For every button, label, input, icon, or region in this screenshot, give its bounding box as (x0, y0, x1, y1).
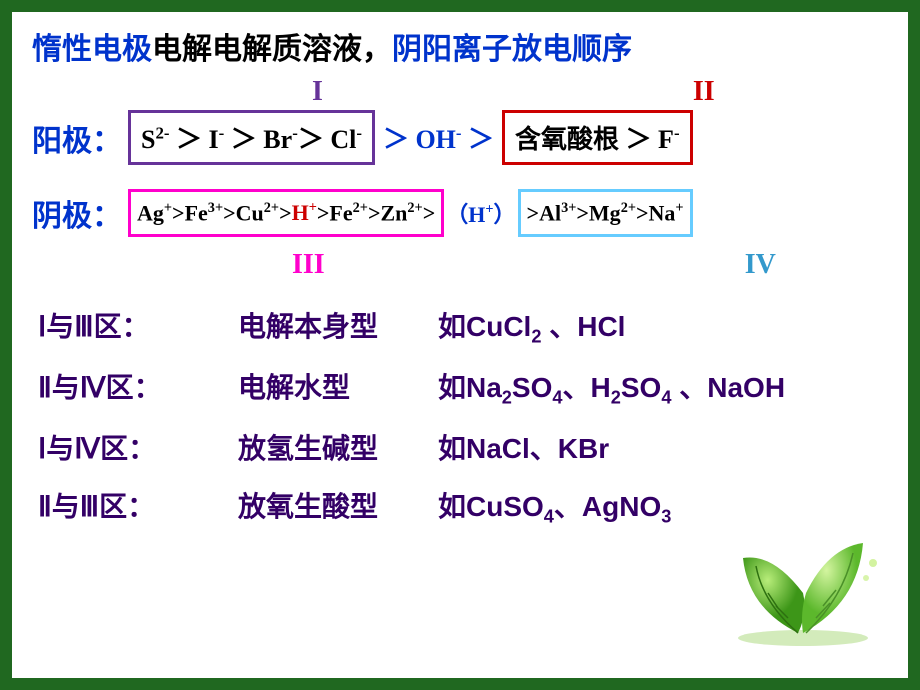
title-part3: 阴阳离子放电顺序 (392, 33, 632, 66)
cathode-box-IV: >Al3+>Mg2+>Na+ (518, 189, 693, 237)
roman-IV: IV (745, 249, 776, 281)
anode-box-II: 含氧酸根 ＞ F- (502, 110, 693, 165)
rule-type: 电解本身型 (238, 305, 438, 345)
rule-zone: Ⅰ与Ⅲ区： (38, 305, 238, 345)
rule-zone: Ⅱ与Ⅲ区： (38, 485, 238, 525)
rule-type: 放氧生酸型 (238, 485, 438, 525)
title-part1: 惰性电极 (32, 33, 152, 66)
rules-list: Ⅰ与Ⅲ区： 电解本身型 如CuCl2 、HCl Ⅱ与Ⅳ区： 电解水型 如Na2S… (32, 305, 888, 527)
leaf-icon (718, 518, 888, 648)
anode-ion: S2- ＞ I- ＞ Br-＞ Cl- (141, 119, 362, 156)
rule-item: Ⅰ与Ⅳ区： 放氢生碱型 如NaCl、KBr (38, 427, 888, 467)
rule-zone: Ⅰ与Ⅳ区： (38, 427, 238, 467)
rule-example: 如NaCl、KBr (438, 427, 609, 467)
anode-box-I: S2- ＞ I- ＞ Br-＞ Cl- (128, 110, 375, 165)
cathode-box-III: Ag+>Fe3+>Cu2+>H+>Fe2+>Zn2+> (128, 189, 444, 237)
cathode-paren: （H+） (446, 197, 515, 229)
anode-sep: ＞ OH- ＞ (383, 119, 494, 156)
rule-example: 如Na2SO4、H2SO4 、NaOH (438, 366, 785, 409)
roman-II: II (693, 76, 715, 108)
roman-labels-top: I II (32, 76, 888, 108)
roman-labels-bottom: III IV (32, 249, 888, 281)
cathode-label: 阴极： (32, 191, 122, 235)
rule-example: 如CuSO4、AgNO3 (438, 485, 671, 528)
cathode-ions-1: Ag+>Fe3+>Cu2+>H+>Fe2+>Zn2+> (137, 200, 435, 226)
rule-zone: Ⅱ与Ⅳ区： (38, 366, 238, 406)
roman-I: I (312, 76, 323, 108)
anode-row: 阳极： S2- ＞ I- ＞ Br-＞ Cl- ＞ OH- ＞ 含氧酸根 ＞ F… (32, 110, 888, 165)
rule-example: 如CuCl2 、HCl (438, 305, 625, 348)
rule-item: Ⅱ与Ⅳ区： 电解水型 如Na2SO4、H2SO4 、NaOH (38, 366, 888, 409)
cathode-ions-2: >Al3+>Mg2+>Na+ (527, 200, 684, 226)
anode-box2-text: 含氧酸根 ＞ F- (515, 119, 680, 156)
anode-label: 阳极： (32, 116, 122, 160)
rule-type: 电解水型 (238, 366, 438, 406)
rule-item: Ⅰ与Ⅲ区： 电解本身型 如CuCl2 、HCl (38, 305, 888, 348)
rule-type: 放氢生碱型 (238, 427, 438, 467)
title-part2: 电解电解质溶液， (152, 33, 392, 66)
cathode-row: 阴极： Ag+>Fe3+>Cu2+>H+>Fe2+>Zn2+> （H+） >Al… (32, 189, 888, 237)
page-title: 惰性电极电解电解质溶液，阴阳离子放电顺序 (32, 24, 888, 68)
roman-III: III (292, 249, 325, 281)
